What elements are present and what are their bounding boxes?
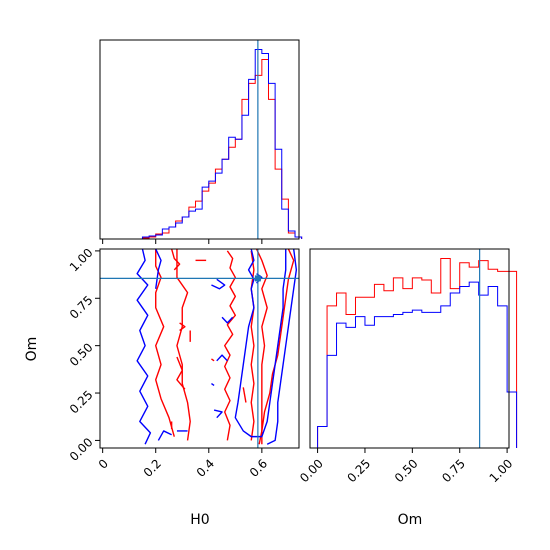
contour-line-series-1-3 xyxy=(234,249,287,438)
histogram-h0-series-1 xyxy=(102,48,303,240)
contour-line-series-0-1 xyxy=(176,249,191,441)
plot-area-contour xyxy=(100,249,299,448)
contour-line-series-1-6 xyxy=(213,409,223,419)
y-axis-label-om: Om xyxy=(24,337,40,362)
contour-line-series-0-3 xyxy=(258,249,295,445)
contour-line-series-0-4 xyxy=(224,250,237,441)
y-tick-label-contour-1: 0.25 xyxy=(67,388,96,417)
histogram-om-series-0 xyxy=(317,257,518,448)
contour-line-series-1-1 xyxy=(155,249,162,289)
contour-line-series-1-10 xyxy=(211,278,226,290)
x-tick-label-om-1: 0.25 xyxy=(345,456,374,485)
panel-contour-h0-om xyxy=(95,248,300,453)
contour-line-series-1-2 xyxy=(266,249,298,445)
contour-line-series-0-0 xyxy=(155,249,175,437)
contour-line-series-1-4 xyxy=(157,430,172,441)
histogram-om-series-1 xyxy=(317,281,518,448)
x-axis-label-om: Om xyxy=(398,512,423,528)
x-tick-label-contour-3: 0.6 xyxy=(247,456,270,479)
contour-line-series-0-2 xyxy=(255,249,268,445)
contour-line-series-1-9 xyxy=(221,316,234,324)
plot-area-histogram-om xyxy=(317,249,518,448)
contour-line-series-0-8 xyxy=(176,356,186,390)
contour-line-series-0-6 xyxy=(170,249,181,271)
x-tick-label-om-0: 0.00 xyxy=(297,456,326,485)
panel-histogram-om xyxy=(309,248,518,453)
axes-frame-histogram-om xyxy=(309,248,510,449)
axes-frame-histogram-h0 xyxy=(99,39,300,240)
contour-line-series-0-5 xyxy=(250,250,255,441)
plot-area-histogram-h0 xyxy=(102,40,303,240)
x-tick-label-contour-1: 0.2 xyxy=(141,456,164,479)
contour-line-series-0-9 xyxy=(179,322,186,332)
x-tick-label-contour-2: 0.4 xyxy=(194,456,217,479)
contour-line-series-1-7 xyxy=(211,382,215,387)
contour-line-series-1-0 xyxy=(136,249,152,445)
contour-line-series-0-13 xyxy=(211,358,215,362)
x-tick-label-om-3: 0.75 xyxy=(439,456,468,485)
panel-histogram-h0 xyxy=(99,39,303,244)
histogram-h0-series-0 xyxy=(102,58,303,240)
contour-line-series-0-12 xyxy=(242,387,247,403)
y-tick-label-contour-3: 0.75 xyxy=(67,293,96,322)
y-tick-label-contour-0: 0.00 xyxy=(67,435,96,464)
truth-marker xyxy=(254,275,261,282)
y-tick-label-contour-2: 0.50 xyxy=(67,340,96,369)
x-axis-label-h0: H0 xyxy=(190,512,209,528)
x-tick-label-contour-0: 0 xyxy=(96,456,111,471)
axes-frame-contour xyxy=(99,248,300,449)
y-tick-label-contour-4: 1.00 xyxy=(67,246,96,275)
x-tick-label-om-2: 0.50 xyxy=(392,456,421,485)
contour-line-series-1-8 xyxy=(216,354,228,362)
x-tick-label-om-4: 1.00 xyxy=(487,456,516,485)
